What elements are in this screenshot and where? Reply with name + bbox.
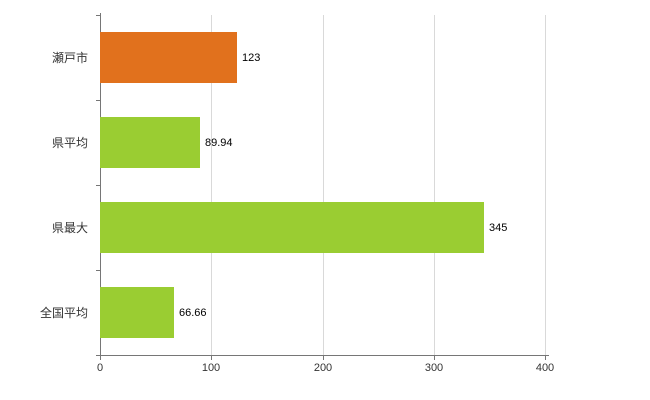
x-axis-tick: [434, 356, 435, 360]
plot-area: 123 89.94 345 66.66: [100, 15, 546, 355]
category-label: 県平均: [51, 136, 88, 150]
category-label: 県最大: [51, 221, 88, 235]
y-axis-tick: [96, 15, 101, 16]
x-axis-tick-label: 100: [201, 362, 221, 374]
x-axis-tick: [211, 356, 212, 360]
y-axis-tick: [96, 100, 101, 101]
y-axis-line: [100, 13, 101, 356]
x-axis-tick: [545, 356, 546, 360]
bar-value-label: 89.94: [205, 136, 233, 149]
bar-県最大: [100, 202, 484, 253]
x-axis-line: [97, 355, 549, 356]
gridline: [545, 15, 546, 355]
x-axis-tick-label: 0: [96, 362, 104, 374]
y-axis-tick: [96, 185, 101, 186]
gridline: [434, 15, 435, 355]
x-axis-tick-label: 200: [313, 362, 333, 374]
x-axis-tick-label: 300: [424, 362, 444, 374]
x-axis-tick: [323, 356, 324, 360]
bar-県平均: [100, 117, 200, 168]
bar-value-label: 345: [489, 221, 508, 234]
x-axis-tick: [100, 356, 101, 360]
gridline: [323, 15, 324, 355]
bar-value-label: 123: [242, 51, 261, 64]
y-axis-labels: 瀬戸市県平均県最大全国平均: [0, 15, 96, 355]
category-label: 全国平均: [39, 306, 88, 320]
category-label: 瀬戸市: [51, 51, 88, 65]
bar-瀬戸市: [100, 32, 237, 83]
bar-全国平均: [100, 287, 174, 338]
y-axis-tick: [96, 355, 101, 356]
x-axis-tick-label: 400: [535, 362, 555, 374]
gridline: [211, 15, 212, 355]
y-axis-tick: [96, 270, 101, 271]
bar-value-label: 66.66: [179, 306, 207, 319]
